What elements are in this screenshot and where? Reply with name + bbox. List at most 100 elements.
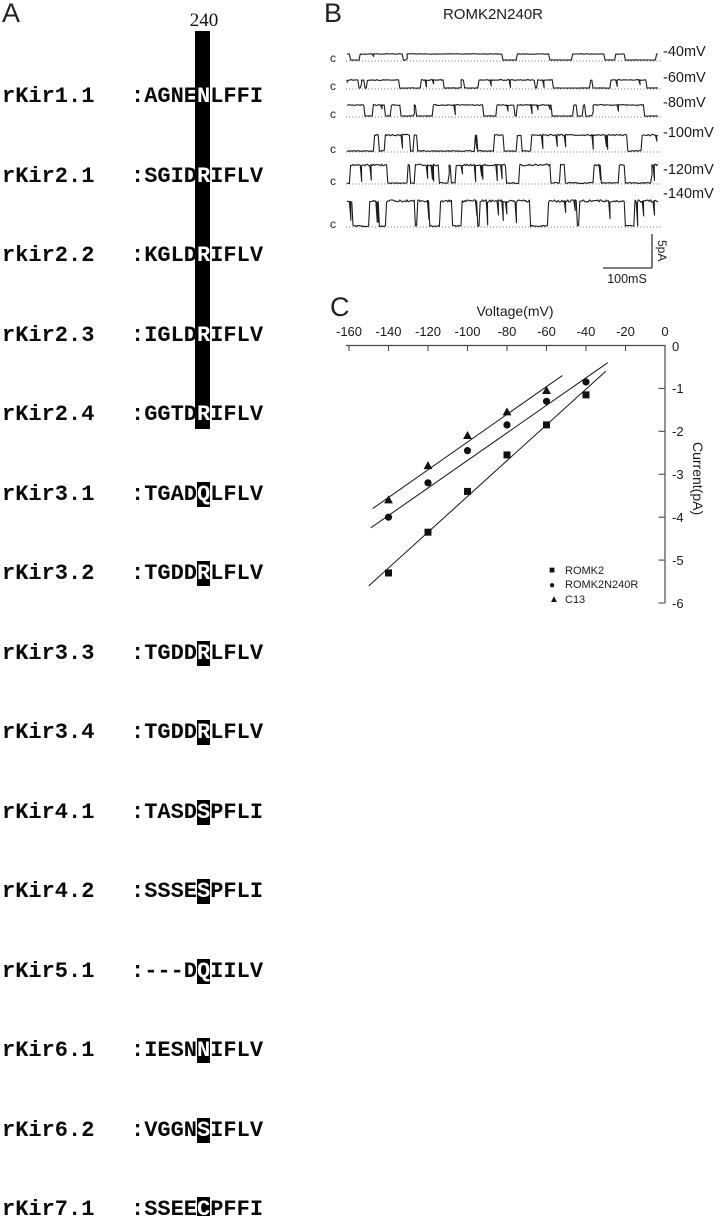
sequence-highlight-residue: S bbox=[197, 1117, 211, 1143]
sequence-highlight-residue: R bbox=[197, 322, 211, 348]
sequence-post: LFLV bbox=[210, 640, 264, 666]
sequence-row: rKir3.1 :TGADQLFLV bbox=[2, 481, 302, 509]
sequence-highlight-residue: Q bbox=[197, 481, 211, 507]
figure-graphics bbox=[346, 53, 666, 604]
sequence-pre: :---D bbox=[131, 958, 198, 984]
sequence-post: IFLV bbox=[210, 163, 264, 189]
sequence-pre: :IESN bbox=[131, 1038, 198, 1063]
sequence-row: rKir3.2 :TGDDRLFLV bbox=[2, 561, 302, 588]
sequence-name: rKir2.3 bbox=[2, 322, 95, 348]
sequence-highlight-residue: Q bbox=[197, 958, 211, 984]
sequence-row: rKir6.2 :VGGNSIFLV bbox=[2, 1117, 302, 1145]
sequence-pre: :TGAD bbox=[131, 481, 198, 507]
sequence-name: rKir3.3 bbox=[2, 640, 95, 666]
sequence-post: LFLV bbox=[210, 720, 264, 745]
sequence-highlight-residue: S bbox=[197, 879, 211, 904]
sequence-name: rKir7.1 bbox=[2, 1197, 95, 1216]
sequence-pre: :SSSE bbox=[131, 879, 198, 904]
voltage-label: -60mV bbox=[663, 70, 706, 86]
sequence-pre: :TGDD bbox=[131, 561, 198, 586]
sequence-highlight-residue: R bbox=[197, 402, 211, 427]
sequence-row: rKir5.1 :---DQIILV bbox=[2, 958, 302, 986]
sequence-row: rKir4.2 :SSSESPFLI bbox=[2, 879, 302, 906]
legend-item: ■ ROMK2 bbox=[549, 564, 638, 579]
sequence-row: rKir7.1 :SSEECPFFI bbox=[2, 1197, 302, 1216]
sequence-row: rKir2.4:GGTDRIFLV bbox=[2, 402, 302, 429]
sequence-name: rkir2.2 bbox=[2, 243, 95, 268]
sequence-post: LFLV bbox=[210, 481, 264, 507]
sequence-pre: :SSEE bbox=[131, 1197, 198, 1216]
closed-state-label: c bbox=[330, 51, 336, 65]
alignment-position-label: 240 bbox=[189, 10, 219, 31]
sequence-post: LFLV bbox=[210, 561, 264, 586]
chart-legend: ■ ROMK2 ● ROMK2N240R ▲ C13 bbox=[549, 564, 638, 608]
sequence-highlight-residue: R bbox=[197, 561, 211, 586]
legend-label: ROMK2N240R bbox=[565, 579, 639, 592]
sequence-name: rKir3.4 bbox=[2, 720, 95, 745]
sequence-highlight-residue: C bbox=[197, 1197, 211, 1216]
sequence-post: IFLV bbox=[210, 1117, 264, 1143]
sequence-name: rKir5.1 bbox=[2, 958, 95, 984]
sequence-row: rKir4.1:TASDSPFLI bbox=[2, 799, 302, 827]
closed-state-label: c bbox=[330, 142, 336, 156]
legend-item: ▲ C13 bbox=[549, 593, 638, 608]
legend-label: ROMK2 bbox=[565, 564, 605, 577]
legend-item: ● ROMK2N240R bbox=[549, 579, 638, 594]
legend-label: C13 bbox=[565, 593, 586, 606]
sequence-highlight-residue: R bbox=[197, 163, 211, 189]
sequence-row: rKir6.1:IESNNIFLV bbox=[2, 1038, 302, 1065]
sequence-row: rKir3.4:TGDDRLFLV bbox=[2, 720, 302, 747]
time-scalebar-label: 100mS bbox=[607, 272, 647, 286]
circle-marker-icon: ● bbox=[549, 579, 556, 591]
x-axis-title: Voltage(mV) bbox=[476, 303, 554, 319]
closed-state-label: c bbox=[330, 174, 336, 188]
panel-c-letter: C bbox=[330, 292, 350, 322]
panel-b-title: ROMK2N240R bbox=[442, 6, 544, 23]
sequence-row: rKir3.3 :TGDDRLFLV bbox=[2, 640, 302, 668]
sequence-post: LFFI bbox=[210, 84, 264, 109]
closed-state-label: c bbox=[330, 79, 336, 93]
voltage-label: -80mV bbox=[663, 95, 706, 111]
sequence-pre: :TGDD bbox=[131, 720, 198, 745]
sequence-post: IILV bbox=[210, 958, 264, 984]
sequence-name: rKir3.1 bbox=[2, 481, 95, 507]
triangle-marker-icon: ▲ bbox=[549, 594, 559, 606]
sequence-pre: :AGNE bbox=[131, 84, 198, 109]
sequence-highlight-residue: R bbox=[197, 243, 211, 268]
sequence-highlight-residue: S bbox=[197, 799, 211, 825]
voltage-label: -100mV bbox=[663, 125, 714, 141]
closed-state-label: c bbox=[330, 107, 336, 121]
sequence-pre: :GGTD bbox=[131, 402, 198, 427]
sequence-pre: :IGLD bbox=[131, 322, 198, 348]
voltage-label: -140mV bbox=[663, 186, 714, 202]
sequence-name: rKir2.1 bbox=[2, 163, 95, 189]
sequence-post: IFLV bbox=[210, 1038, 264, 1063]
sequence-post: PFLI bbox=[210, 799, 264, 825]
sequence-post: IFLV bbox=[210, 322, 264, 348]
sequence-row: rkir2.2:KGLDRIFLV bbox=[2, 243, 302, 270]
sequence-pre: :TGDD bbox=[131, 640, 198, 666]
voltage-label: -120mV bbox=[663, 162, 714, 178]
sequence-pre: :SGID bbox=[131, 163, 198, 189]
sequence-name: rKir4.2 bbox=[2, 879, 95, 904]
sequence-name: rKir1.1 bbox=[2, 84, 95, 109]
sequence-name: rKir3.2 bbox=[2, 561, 95, 586]
sequence-highlight-residue: R bbox=[197, 640, 211, 666]
y-axis-title: Current(pA) bbox=[690, 442, 706, 516]
voltage-label: -40mV bbox=[663, 44, 706, 60]
sequence-post: IFLV bbox=[210, 243, 264, 268]
sequence-row: rKir1.1:AGNENLFFI bbox=[2, 84, 302, 111]
closed-state-label: c bbox=[330, 217, 336, 231]
sequence-highlight-residue: N bbox=[197, 1038, 211, 1063]
panel-b-letter: B bbox=[324, 0, 343, 28]
sequence-alignment: rKir1.1:AGNENLFFI rKir2.1:SGIDRIFLV rkir… bbox=[2, 31, 302, 1216]
sequence-pre: :VGGN bbox=[131, 1117, 198, 1143]
sequence-pre: :TASD bbox=[131, 799, 198, 825]
sequence-post: PFFI bbox=[210, 1197, 264, 1216]
sequence-name: rKir2.4 bbox=[2, 402, 95, 427]
sequence-name: rKir6.2 bbox=[2, 1117, 95, 1143]
panel-a-letter: A bbox=[2, 0, 21, 28]
sequence-post: PFLI bbox=[210, 879, 264, 904]
sequence-row: rKir2.3 :IGLDRIFLV bbox=[2, 322, 302, 350]
